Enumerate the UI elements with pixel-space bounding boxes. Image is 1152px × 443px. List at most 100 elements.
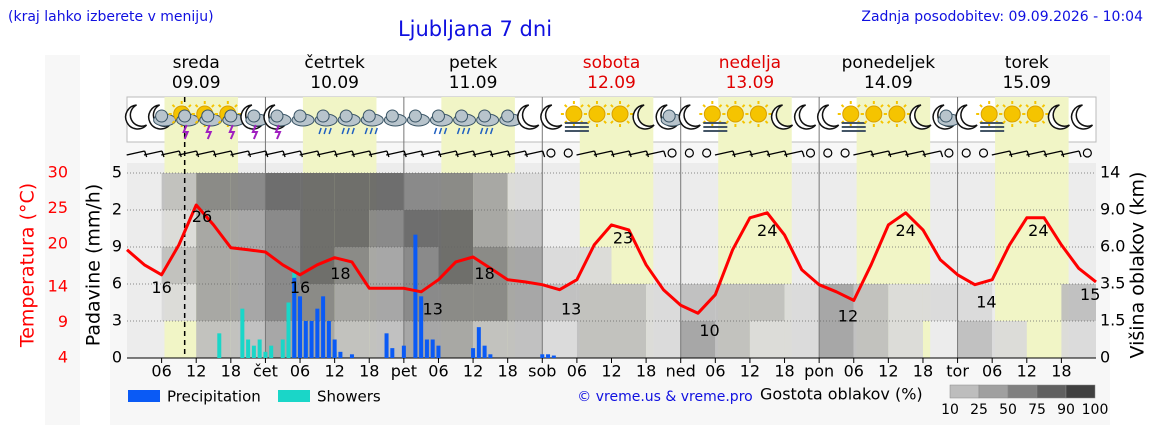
- day-name: sobota: [583, 53, 641, 73]
- wind-barb: [213, 150, 232, 156]
- cloud-cell: [473, 173, 508, 210]
- sun-ray: [880, 104, 884, 108]
- rain: [479, 127, 484, 135]
- temperature-label: 18: [330, 264, 350, 283]
- x-tick-label: čet: [253, 362, 278, 381]
- precip-bar: [419, 296, 424, 358]
- sun: [749, 105, 767, 123]
- sun-ray: [903, 120, 907, 124]
- x-tick-label: sob: [528, 362, 556, 381]
- wind-barb: [1043, 150, 1062, 156]
- cloud-cell: [438, 210, 474, 247]
- sun: [565, 105, 583, 123]
- sun-ray: [979, 104, 983, 108]
- sun: [611, 105, 629, 123]
- wind-barb: [230, 150, 249, 156]
- credit: © vreme.us & vreme.pro: [577, 389, 752, 405]
- moon: [1047, 104, 1070, 130]
- wind-barb: [1026, 150, 1045, 156]
- temperature-label: 26: [192, 207, 212, 226]
- day-name: nedelja: [719, 53, 781, 73]
- sun-ray: [880, 120, 884, 124]
- wind-barb: [455, 150, 474, 156]
- cloud: [155, 109, 169, 123]
- rain: [456, 127, 461, 135]
- cloud: [339, 109, 353, 123]
- wind-barb: [887, 150, 907, 156]
- weather-icon: [124, 104, 148, 130]
- cloud-cell: [161, 284, 197, 321]
- sun-ray: [217, 104, 222, 108]
- weather-icon: [976, 101, 1005, 132]
- cloud: [385, 109, 399, 123]
- x-tick-label: 12: [740, 362, 760, 381]
- moon: [955, 104, 978, 130]
- precip-bar: [482, 345, 487, 358]
- x-tick-label: pet: [391, 362, 417, 381]
- wind-barb: [576, 150, 595, 156]
- cloud: [478, 109, 492, 123]
- precip-bar: [471, 348, 476, 358]
- sun-ray: [603, 120, 607, 124]
- day-date: 15.09: [1002, 73, 1051, 93]
- wind-calm: [563, 148, 573, 158]
- cloud-legend-swatch: [1007, 384, 1038, 399]
- sun-ray: [563, 104, 568, 108]
- cloud-cell: [438, 321, 474, 358]
- cloud-legend-swatch: [1065, 384, 1096, 399]
- precip-bar: [251, 345, 256, 358]
- rain: [323, 127, 327, 135]
- wind-barb: [282, 150, 301, 156]
- precip-tick-label: 3: [112, 311, 122, 330]
- wind-barb: [524, 150, 543, 156]
- rain: [443, 127, 448, 135]
- weather-icon: [932, 104, 961, 130]
- wind-calm: [684, 148, 694, 158]
- note: (kraj lahko izberete v meniju): [8, 9, 214, 25]
- weather-icon: [794, 104, 817, 130]
- sun-ray: [587, 104, 591, 108]
- wind-barb: [143, 150, 163, 156]
- cloud: [431, 109, 445, 123]
- cloud-cell: [819, 321, 854, 358]
- weather-icon: [360, 109, 384, 135]
- wind-barb: [628, 150, 647, 156]
- precip-bar: [436, 345, 441, 358]
- cloud-cell: [611, 321, 647, 358]
- cloud: [939, 109, 953, 123]
- cloud-legend-label: 25: [970, 402, 988, 418]
- sun-ray: [580, 104, 584, 108]
- sun-ray: [1002, 120, 1006, 124]
- cloud-cell: [403, 173, 439, 210]
- cloud-cell: [715, 321, 750, 358]
- cloud-cell: [369, 247, 404, 284]
- x-tick-label: 12: [463, 362, 483, 381]
- precip-bar: [546, 354, 551, 358]
- cloud-cell: [438, 284, 474, 321]
- day-name: ponedeljek: [842, 53, 936, 73]
- cloud-legend-swatch: [949, 384, 980, 399]
- wind-barb: [299, 150, 318, 156]
- cloud: [224, 109, 238, 123]
- cloud-cell: [819, 284, 854, 321]
- cloud-cell: [576, 284, 612, 321]
- day-date: 12.09: [587, 73, 636, 93]
- weather-icon: [583, 101, 610, 127]
- cloud: [455, 109, 469, 123]
- sun-ray: [857, 104, 861, 108]
- precip-tick-label: 2: [112, 200, 122, 219]
- sun: [726, 105, 744, 123]
- temp-tick-label: 9: [58, 312, 68, 331]
- moon: [678, 104, 701, 130]
- height-tick-label: 6.0: [1100, 237, 1125, 256]
- rain: [374, 127, 378, 135]
- cloud-legend-label: 100: [1082, 402, 1109, 418]
- cloud: [316, 109, 330, 123]
- legend-swatch: [128, 390, 160, 402]
- sun-ray: [702, 104, 706, 108]
- precip-bar: [488, 354, 493, 358]
- moon: [655, 104, 678, 130]
- precip-bar: [551, 355, 556, 358]
- x-tick-label: 18: [359, 362, 379, 381]
